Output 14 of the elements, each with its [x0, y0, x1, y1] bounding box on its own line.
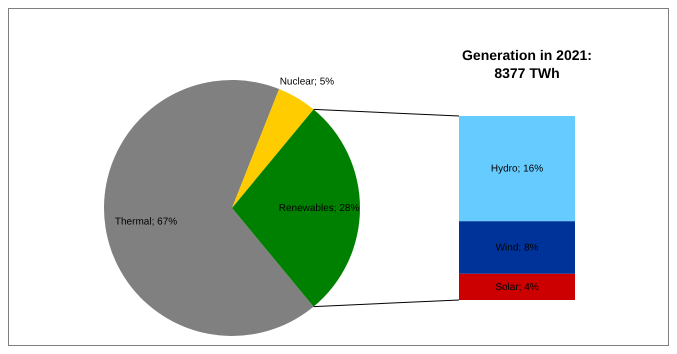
data-label: ; 8%	[518, 242, 539, 254]
data-label: ; 67%	[152, 216, 178, 228]
data-label: ; 28%	[334, 202, 360, 214]
series-label: Hydro	[490, 163, 518, 174]
slice-label: Nuclear	[280, 76, 315, 87]
series-label: Wind	[496, 242, 518, 254]
slice-label: Renewables	[278, 202, 334, 214]
data-label: ; 5%	[314, 76, 334, 87]
data-label: ; 4%	[518, 282, 539, 292]
slice-label: Thermal	[114, 216, 152, 228]
pie-slice	[232, 109, 360, 307]
series-label: Solar	[495, 282, 520, 292]
chart-title: Generation in 2021: 8377 TWh	[462, 47, 592, 81]
data-label: ; 16%	[518, 163, 544, 174]
